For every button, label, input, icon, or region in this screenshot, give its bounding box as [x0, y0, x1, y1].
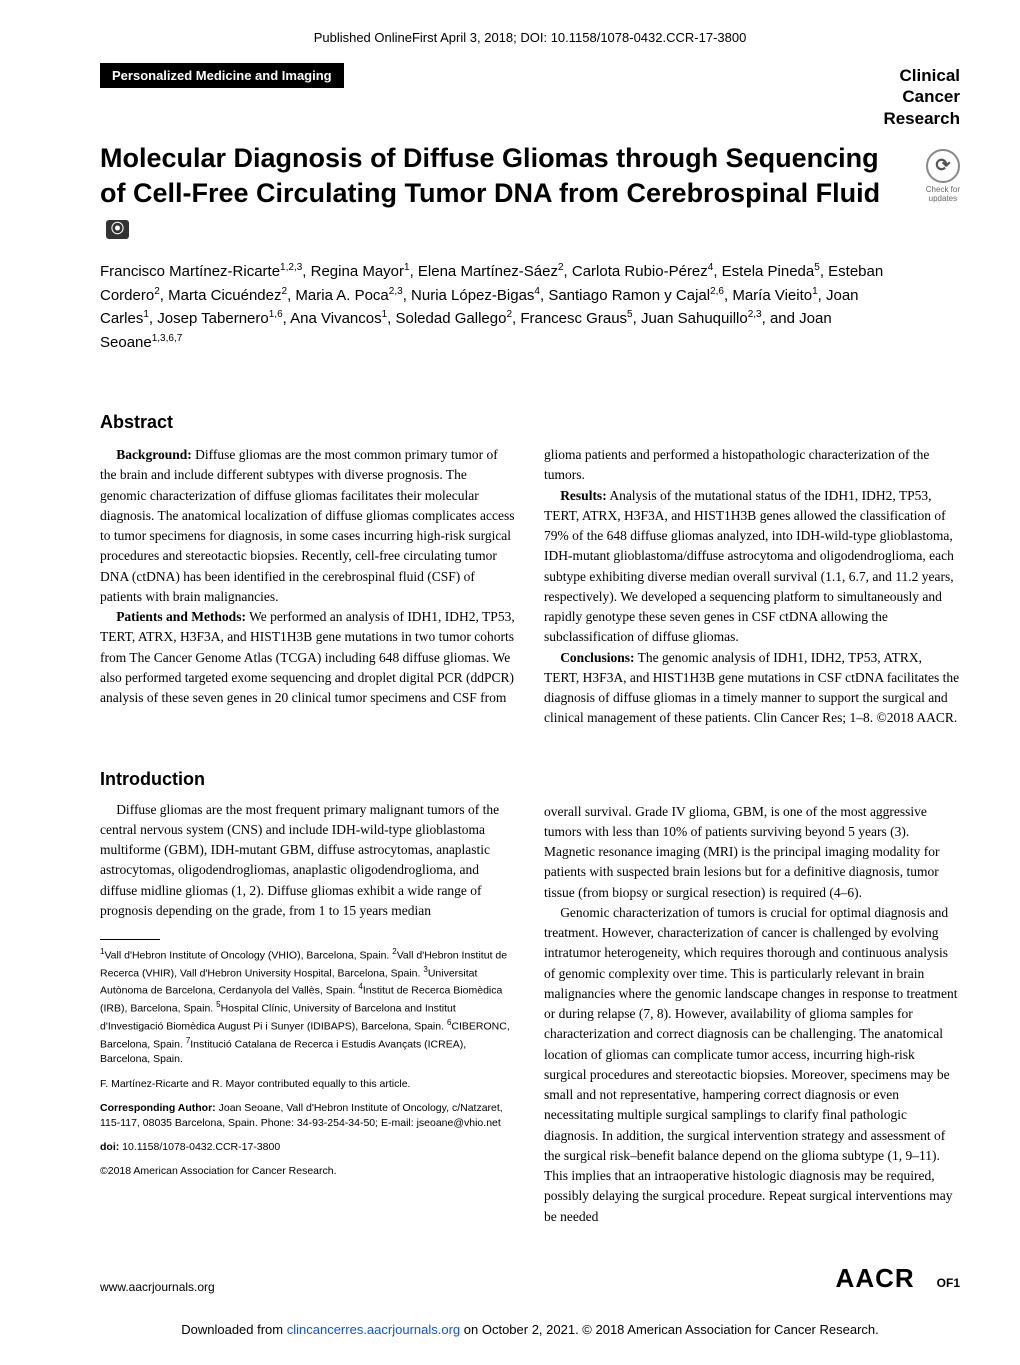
abstract-conclusions: Conclusions: The genomic analysis of IDH… [544, 648, 960, 729]
introduction-block: Introduction Diffuse gliomas are the mos… [100, 769, 516, 922]
abstract-results-label: Results: [560, 488, 607, 503]
abstract-background-label: Background: [116, 447, 192, 462]
abstract-conclusions-label: Conclusions: [560, 650, 634, 665]
author-list: Francisco Martínez-Ricarte1,2,3, Regina … [100, 260, 886, 354]
footnote-rule [100, 939, 160, 940]
doi-text: 10.1158/1078-0432.CCR-17-3800 [119, 1141, 280, 1153]
journal-name: Clinical Cancer Research [883, 63, 960, 129]
intro-left-p1: Diffuse gliomas are the most frequent pr… [100, 800, 516, 922]
footer-url: www.aacrjournals.org [100, 1280, 215, 1294]
left-column: Introduction Diffuse gliomas are the mos… [100, 769, 516, 1227]
affiliations: 1Vall d'Hebron Institute of Oncology (VH… [100, 946, 516, 1068]
page-number: OF1 [937, 1276, 960, 1290]
copyright-line: ©2018 American Association for Cancer Re… [100, 1164, 516, 1179]
article-title: Molecular Diagnosis of Diffuse Gliomas t… [100, 141, 886, 246]
crossmark-circle-icon: ⟳ [926, 149, 960, 183]
download-note: Downloaded from clincancerres.aacrjourna… [100, 1322, 960, 1337]
header-row: Personalized Medicine and Imaging Clinic… [100, 63, 960, 129]
open-access-icon: ⦿ [106, 220, 129, 239]
abstract-heading: Abstract [100, 412, 960, 433]
intro-right-p1: overall survival. Grade IV glioma, GBM, … [544, 802, 960, 903]
abstract-background: Background: Diffuse gliomas are the most… [100, 445, 516, 607]
crossmark-icon[interactable]: ⟳ Check for updates [926, 149, 960, 203]
download-link[interactable]: clincancerres.aacrjournals.org [287, 1322, 460, 1337]
intro-right-p2: Genomic characterization of tumors is cr… [544, 903, 960, 1227]
right-column: overall survival. Grade IV glioma, GBM, … [544, 769, 960, 1227]
doi-label: doi: [100, 1141, 119, 1153]
introduction-heading: Introduction [100, 769, 516, 790]
title-row: Molecular Diagnosis of Diffuse Gliomas t… [100, 141, 960, 384]
corresponding-author: Corresponding Author: Joan Seoane, Vall … [100, 1101, 516, 1131]
page-footer: www.aacrjournals.org AACR OF1 [100, 1257, 960, 1294]
online-first-line: Published OnlineFirst April 3, 2018; DOI… [100, 30, 960, 45]
download-post: on October 2, 2021. © 2018 American Asso… [460, 1322, 879, 1337]
category-bar: Personalized Medicine and Imaging [100, 63, 344, 88]
introduction-row: Introduction Diffuse gliomas are the mos… [100, 769, 960, 1227]
abstract-background-text: Diffuse gliomas are the most common prim… [100, 447, 515, 604]
title-block: Molecular Diagnosis of Diffuse Gliomas t… [100, 141, 926, 384]
corresponding-author-label: Corresponding Author: [100, 1102, 216, 1114]
abstract-section: Abstract Background: Diffuse gliomas are… [100, 412, 960, 729]
introduction-left-text: Diffuse gliomas are the most frequent pr… [100, 800, 516, 922]
doi-line: doi: 10.1158/1078-0432.CCR-17-3800 [100, 1140, 516, 1155]
page-container: Published OnlineFirst April 3, 2018; DOI… [0, 0, 1020, 1357]
crossmark-label: Check for updates [926, 185, 960, 203]
footer-right: AACR OF1 [836, 1263, 960, 1294]
contribution-note: F. Martínez-Ricarte and R. Mayor contrib… [100, 1077, 516, 1092]
abstract-results-text: Analysis of the mutational status of the… [544, 488, 954, 645]
abstract-methods-label: Patients and Methods: [116, 609, 246, 624]
aacr-logo: AACR [836, 1263, 915, 1293]
download-pre: Downloaded from [181, 1322, 287, 1337]
article-title-text: Molecular Diagnosis of Diffuse Gliomas t… [100, 143, 880, 208]
abstract-columns: Background: Diffuse gliomas are the most… [100, 445, 960, 729]
abstract-results: Results: Analysis of the mutational stat… [544, 486, 960, 648]
